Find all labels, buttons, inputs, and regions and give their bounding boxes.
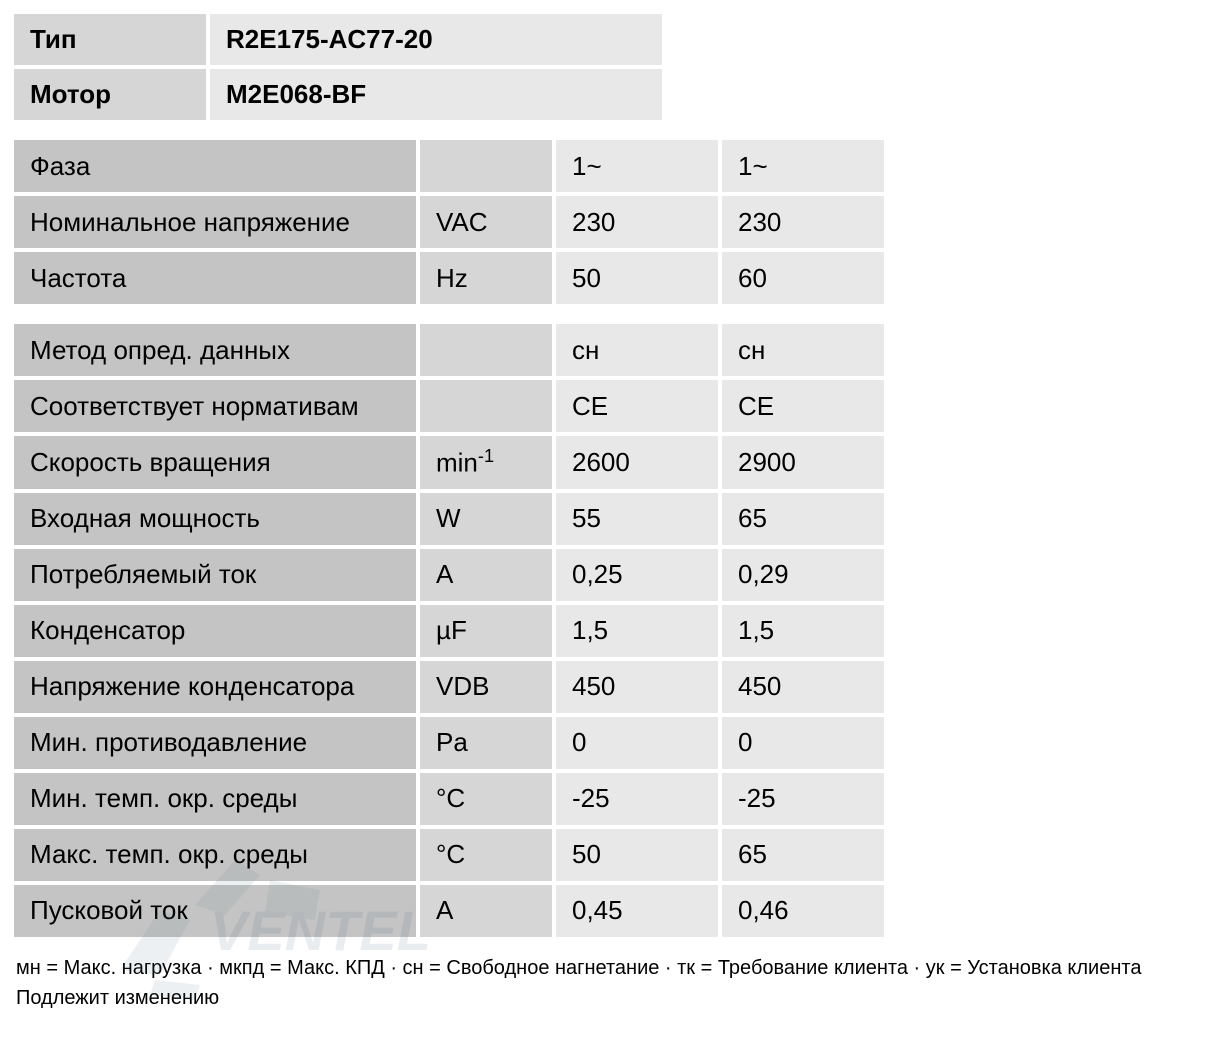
row-value-2: CE	[722, 380, 884, 432]
motor-value: M2E068-BF	[210, 69, 662, 120]
row-unit: Pa	[420, 717, 552, 769]
row-label: Пусковой ток	[14, 885, 416, 937]
row-value-1: 0	[556, 717, 718, 769]
row-value-2: 0,46	[722, 885, 884, 937]
row-unit	[420, 324, 552, 376]
table-row: Скорость вращенияmin-126002900	[14, 436, 884, 489]
row-value-1: 55	[556, 493, 718, 545]
table-row: КонденсаторµF1,51,5	[14, 605, 884, 657]
spec-table-1: Фаза1~1~Номинальное напряжениеVAC230230Ч…	[10, 136, 888, 308]
row-label: Конденсатор	[14, 605, 416, 657]
table-row: Входная мощностьW5565	[14, 493, 884, 545]
row-value-2: 450	[722, 661, 884, 713]
row-value-2: 65	[722, 493, 884, 545]
footnote-line1: мн = Макс. нагрузка · мкпд = Макс. КПД ·…	[16, 953, 1210, 983]
row-value-1: -25	[556, 773, 718, 825]
row-label: Потребляемый ток	[14, 549, 416, 601]
footnote-line2: Подлежит изменению	[16, 983, 1210, 1013]
row-value-1: 2600	[556, 436, 718, 489]
row-value-2: -25	[722, 773, 884, 825]
row-unit: VDB	[420, 661, 552, 713]
table-row: Номинальное напряжениеVAC230230	[14, 196, 884, 248]
row-value-1: сн	[556, 324, 718, 376]
row-label: Напряжение конденсатора	[14, 661, 416, 713]
row-unit	[420, 380, 552, 432]
table-row: Напряжение конденсатораVDB450450	[14, 661, 884, 713]
row-value-1: 50	[556, 829, 718, 881]
row-value-1: 450	[556, 661, 718, 713]
table-row: Потребляемый токA0,250,29	[14, 549, 884, 601]
row-label: Соответствует нормативам	[14, 380, 416, 432]
row-unit: °C	[420, 773, 552, 825]
table-row: Соответствует нормативам CECE	[14, 380, 884, 432]
row-label: Входная мощность	[14, 493, 416, 545]
type-value: R2E175-AC77-20	[210, 14, 662, 65]
table-row: ЧастотаHz5060	[14, 252, 884, 304]
row-label: Метод опред. данных	[14, 324, 416, 376]
row-value-2: 0	[722, 717, 884, 769]
row-unit: min-1	[420, 436, 552, 489]
table-row: Пусковой токA0,450,46	[14, 885, 884, 937]
table-row: Мин. темп. окр. среды°C-25-25	[14, 773, 884, 825]
row-unit	[420, 140, 552, 192]
motor-label: Мотор	[14, 69, 206, 120]
table-row: Метод опред. данных снсн	[14, 324, 884, 376]
table-row: Мин. противодавлениеPa00	[14, 717, 884, 769]
row-value-2: 60	[722, 252, 884, 304]
row-value-1: 0,45	[556, 885, 718, 937]
row-value-2: 1,5	[722, 605, 884, 657]
row-value-1: 230	[556, 196, 718, 248]
row-value-1: 0,25	[556, 549, 718, 601]
row-unit: W	[420, 493, 552, 545]
row-unit: VAC	[420, 196, 552, 248]
row-label: Мин. темп. окр. среды	[14, 773, 416, 825]
row-value-2: 0,29	[722, 549, 884, 601]
row-value-1: CE	[556, 380, 718, 432]
row-value-2: 2900	[722, 436, 884, 489]
row-unit: A	[420, 549, 552, 601]
header-row-type: Тип R2E175-AC77-20	[14, 14, 662, 65]
row-label: Макс. темп. окр. среды	[14, 829, 416, 881]
row-label: Скорость вращения	[14, 436, 416, 489]
row-label: Номинальное напряжение	[14, 196, 416, 248]
row-value-2: 230	[722, 196, 884, 248]
row-label: Частота	[14, 252, 416, 304]
row-unit: °C	[420, 829, 552, 881]
table-row: Макс. темп. окр. среды°C5065	[14, 829, 884, 881]
row-unit: A	[420, 885, 552, 937]
row-label: Мин. противодавление	[14, 717, 416, 769]
row-value-2: 1~	[722, 140, 884, 192]
header-table: Тип R2E175-AC77-20 Мотор M2E068-BF	[10, 10, 666, 124]
header-row-motor: Мотор M2E068-BF	[14, 69, 662, 120]
row-unit: µF	[420, 605, 552, 657]
row-value-1: 1,5	[556, 605, 718, 657]
row-unit: Hz	[420, 252, 552, 304]
type-label: Тип	[14, 14, 206, 65]
row-value-1: 1~	[556, 140, 718, 192]
row-value-2: сн	[722, 324, 884, 376]
footnote: мн = Макс. нагрузка · мкпд = Макс. КПД ·…	[10, 953, 1210, 1013]
row-label: Фаза	[14, 140, 416, 192]
row-value-1: 50	[556, 252, 718, 304]
row-value-2: 65	[722, 829, 884, 881]
table-row: Фаза 1~1~	[14, 140, 884, 192]
spec-table-2: Метод опред. данныхснснСоответствует нор…	[10, 320, 888, 941]
